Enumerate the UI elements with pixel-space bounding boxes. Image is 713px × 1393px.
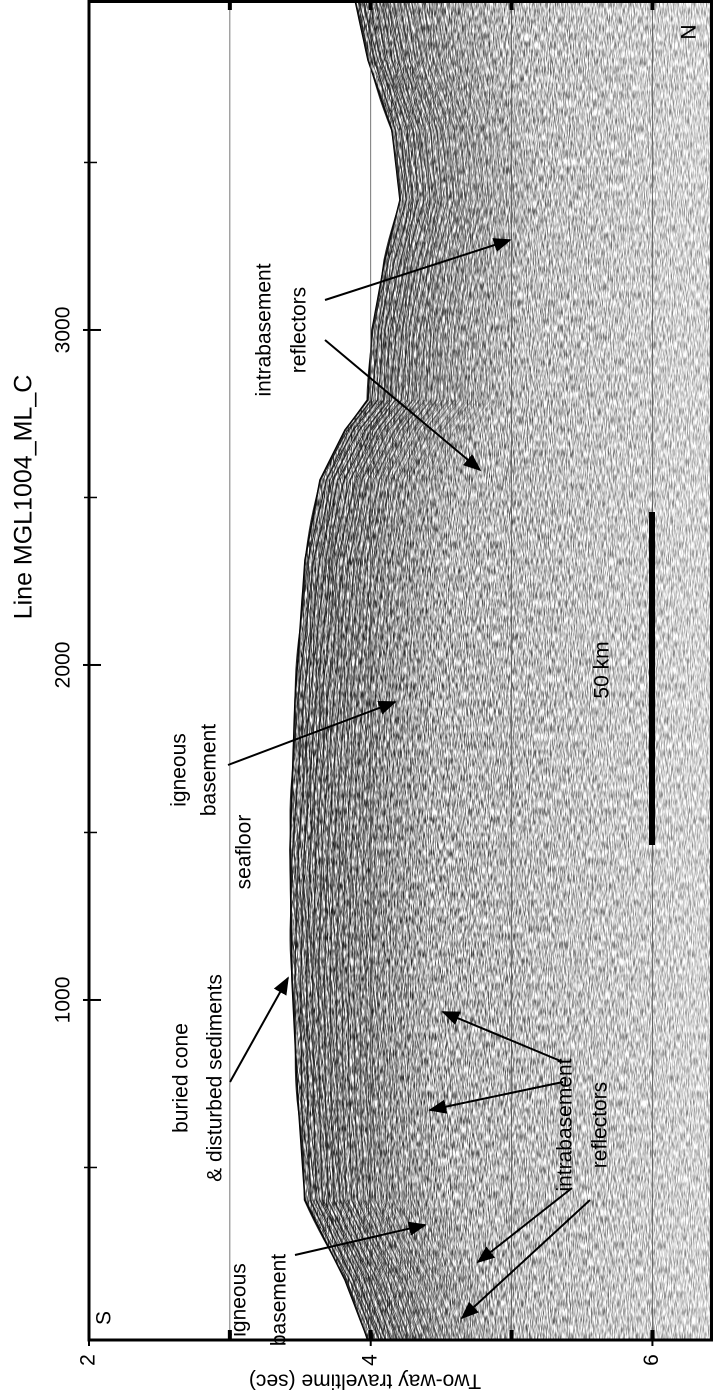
fade <box>89 0 713 1340</box>
scale-bar-label: 50 km <box>591 641 614 698</box>
y-tick-label: 4 <box>358 1354 381 1366</box>
annotation: reflectors <box>589 1082 612 1168</box>
y-axis-label: Two-way traveltime (sec) <box>249 1369 481 1392</box>
arrow <box>230 978 288 1082</box>
title: Line MGL1004_ML_C <box>10 375 38 620</box>
annotation: seafloor <box>233 815 256 890</box>
annotation: igneous <box>168 733 191 807</box>
x-tick-label: 3000 <box>52 307 75 354</box>
annotation: basement <box>268 1254 291 1346</box>
direction-label: S <box>93 1311 116 1325</box>
annotation: intrabasement <box>253 263 276 396</box>
annotation: intrabasement <box>554 1058 577 1191</box>
seismic-image <box>89 0 713 1340</box>
annotation: buried cone <box>170 1023 193 1133</box>
figure: 2 4 6 1000 2000 3000 intrabasement reflectors i… <box>0 0 713 1393</box>
x-tick-label: 2000 <box>52 642 75 689</box>
x-tick-label: 1000 <box>52 977 75 1024</box>
page: 2 4 6 1000 2000 3000 intrabasement reflectors i… <box>0 0 713 1393</box>
y-tick-label: 2 <box>77 1354 100 1366</box>
y-tick-label: 6 <box>640 1354 663 1366</box>
annotation: igneous <box>228 1263 251 1337</box>
annotation: basement <box>198 724 221 816</box>
direction-label: N <box>678 24 701 39</box>
annotation: reflectors <box>288 287 311 373</box>
annotation: & disturbed sediments <box>204 974 227 1182</box>
